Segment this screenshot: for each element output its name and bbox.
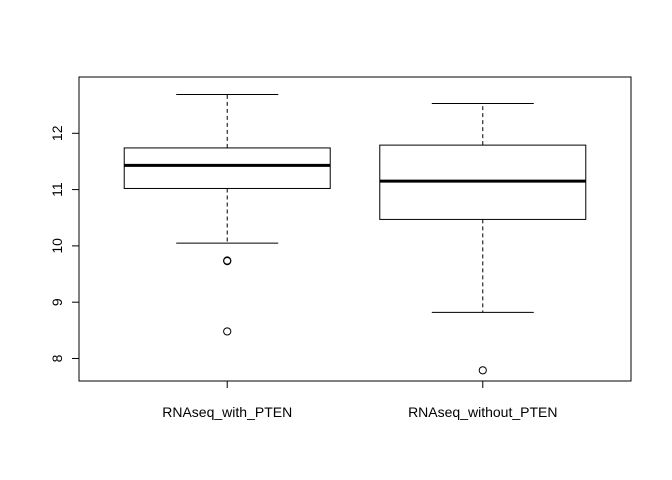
plot-frame bbox=[78, 76, 632, 382]
y-tick-label: 10 bbox=[49, 238, 65, 254]
x-category-label: RNAseq_with_PTEN bbox=[162, 404, 292, 420]
box-1 bbox=[123, 93, 331, 336]
y-tick-label: 12 bbox=[49, 125, 65, 141]
outlier-point bbox=[223, 256, 232, 266]
x-axis: RNAseq_with_PTEN RNAseq_without_PTEN bbox=[162, 380, 557, 420]
y-axis: 8 9 10 11 12 bbox=[49, 125, 80, 362]
iqr-box bbox=[123, 147, 331, 189]
y-tick-label: 9 bbox=[49, 298, 65, 306]
boxes-group bbox=[123, 93, 587, 375]
box-2 bbox=[379, 102, 587, 375]
x-category-label: RNAseq_without_PTEN bbox=[408, 404, 557, 420]
outlier-point bbox=[478, 366, 487, 375]
y-tick-label: 8 bbox=[49, 354, 65, 362]
outlier-point bbox=[223, 327, 232, 336]
y-tick-label: 11 bbox=[49, 182, 65, 197]
